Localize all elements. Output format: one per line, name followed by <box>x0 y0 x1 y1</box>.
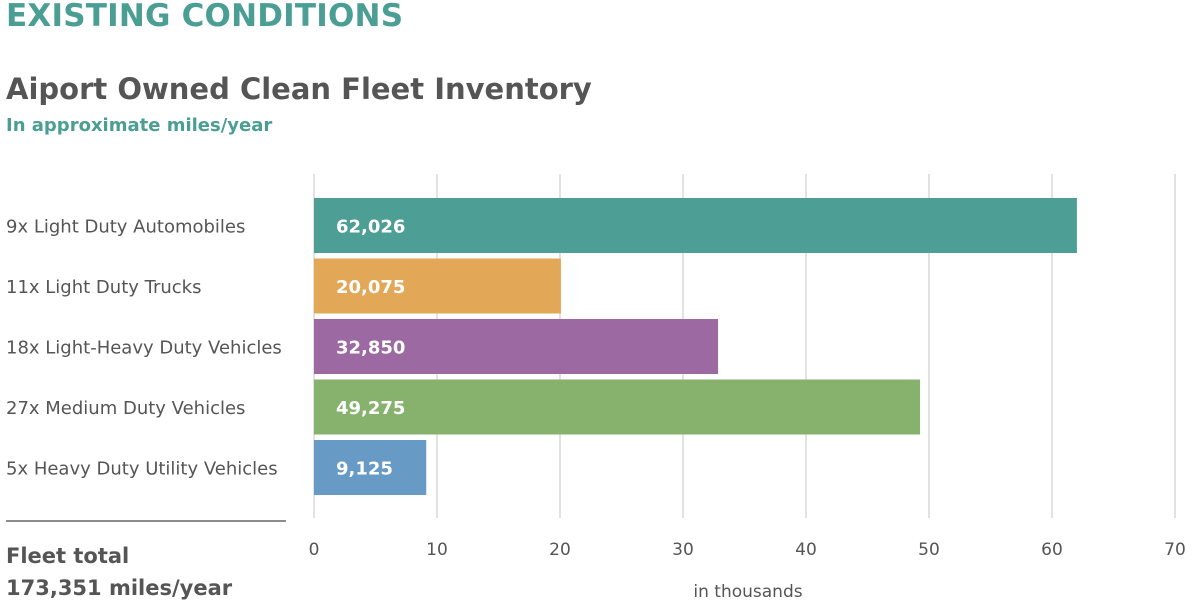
bar-value-label: 62,026 <box>336 217 405 238</box>
category-label: 9x Light Duty Automobiles <box>6 217 245 238</box>
x-tick-label: 70 <box>1164 540 1186 560</box>
bar <box>314 440 427 495</box>
summary-divider <box>6 520 286 522</box>
bar-value-label: 20,075 <box>336 277 405 298</box>
category-label: 11x Light Duty Trucks <box>6 277 201 298</box>
bar-value-label: 49,275 <box>336 398 405 419</box>
bar <box>314 258 561 314</box>
category-label: 5x Heavy Duty Utility Vehicles <box>6 459 278 480</box>
fleet-total-label: Fleet total <box>6 544 130 568</box>
bar-value-label: 32,850 <box>336 338 405 359</box>
section-title: EXISTING CONDITIONS <box>6 0 404 34</box>
category-label: 27x Medium Duty Vehicles <box>6 398 245 419</box>
x-tick-label: 60 <box>1041 540 1063 560</box>
x-tick-label: 50 <box>918 540 940 560</box>
bar-value-label: 9,125 <box>336 459 393 480</box>
bar <box>314 319 719 374</box>
x-tick-label: 40 <box>795 540 817 560</box>
x-tick-label: 20 <box>549 540 571 560</box>
x-tick-label: 30 <box>672 540 694 560</box>
chart-subtitle: In approximate miles/year <box>6 115 273 136</box>
category-label: 18x Light-Heavy Duty Vehicles <box>6 338 282 359</box>
bar <box>314 198 1077 253</box>
chart-title: Aiport Owned Clean Fleet Inventory <box>6 72 592 106</box>
x-axis-label: in thousands <box>693 582 802 602</box>
x-tick-label: 0 <box>309 540 320 560</box>
fleet-total-value: 173,351 miles/year <box>6 576 233 600</box>
x-tick-label: 10 <box>426 540 448 560</box>
bar <box>314 379 921 435</box>
